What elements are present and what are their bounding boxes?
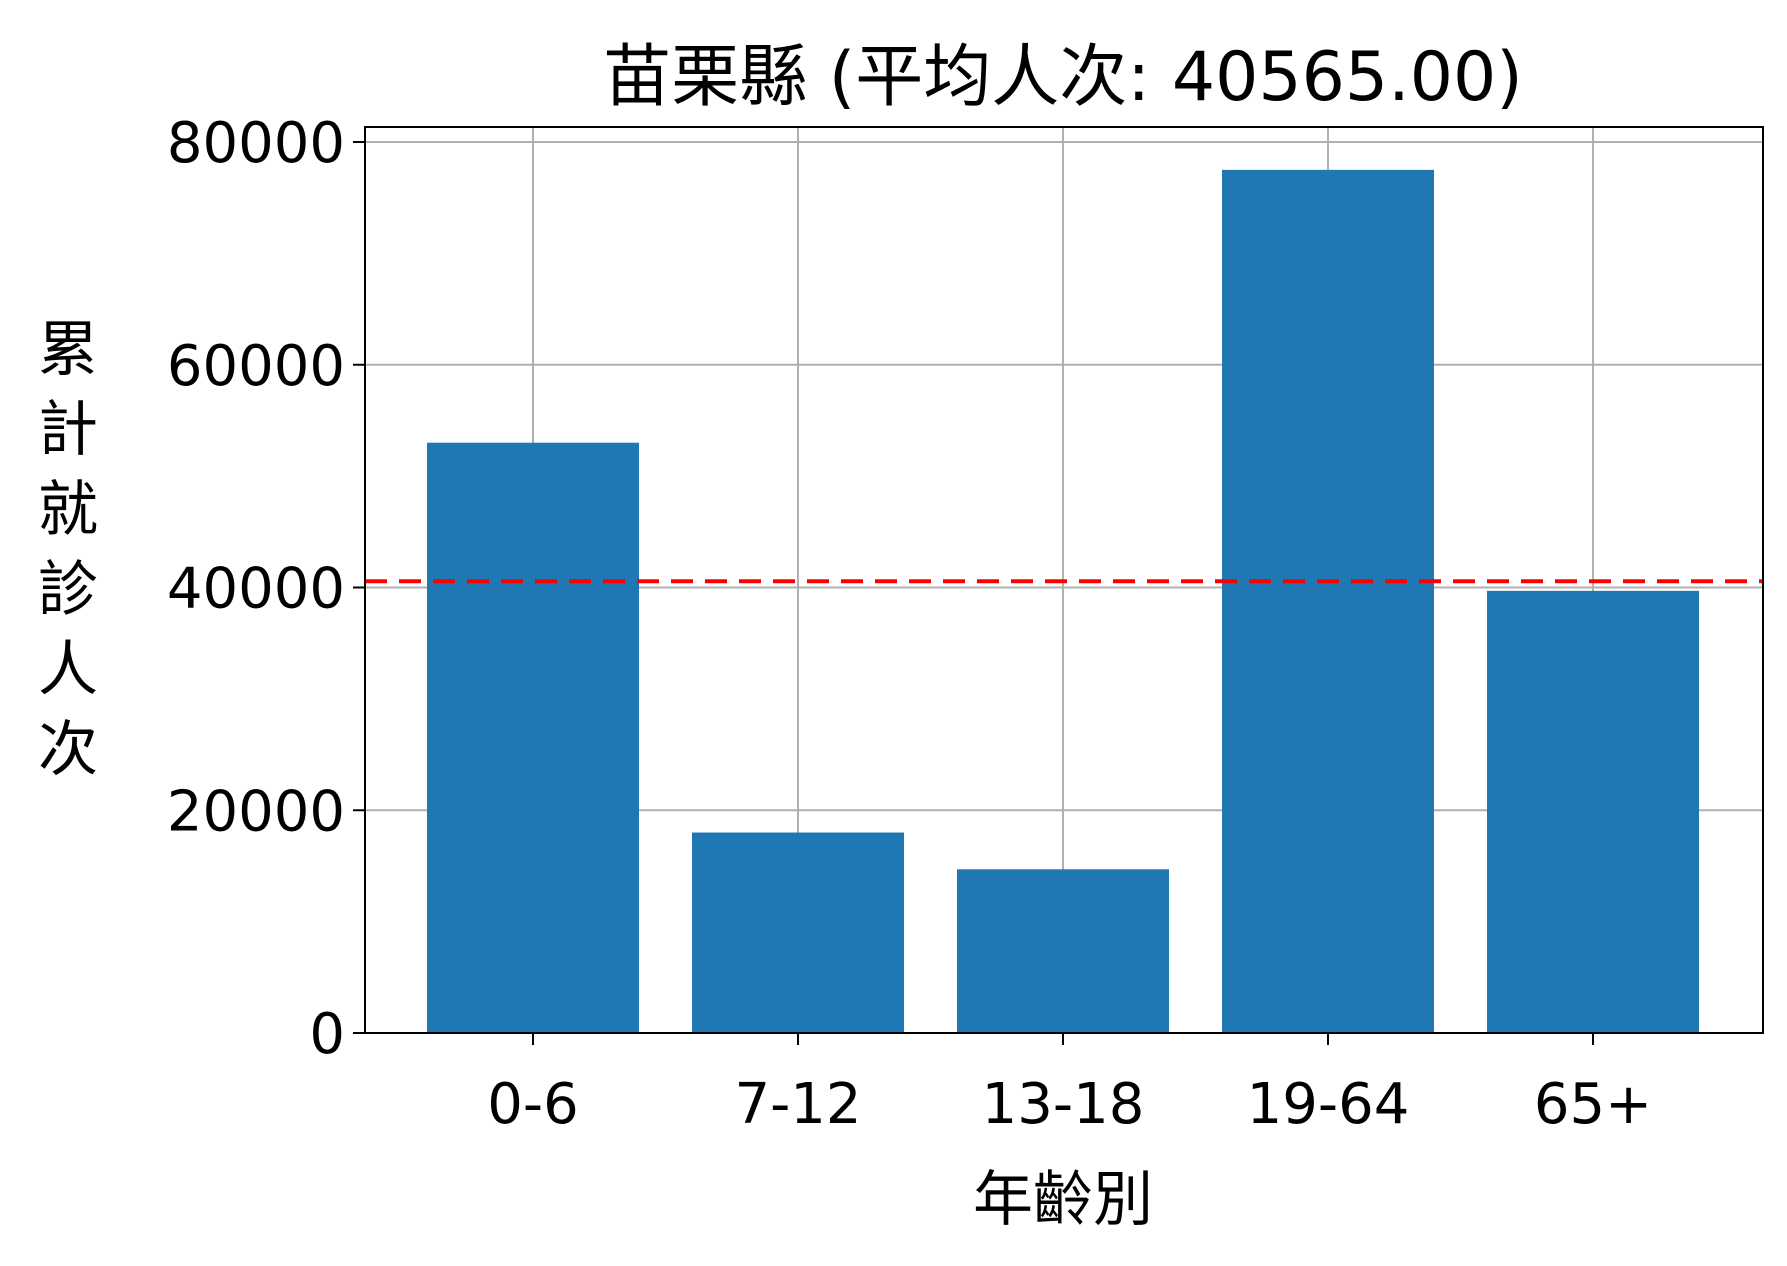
bar-19-64: [1222, 169, 1434, 1033]
bar-13-18: [957, 869, 1169, 1033]
y-axis-title: 累計就診人次: [38, 315, 98, 785]
y-axis: 0 20000 40000 60000 80000: [167, 111, 365, 1067]
x-tick-label: 19-64: [1247, 1072, 1410, 1137]
x-axis-title: 年齡別: [973, 1165, 1153, 1235]
bar-7-12: [692, 832, 904, 1033]
x-tick-label: 7-12: [734, 1072, 861, 1137]
bars: [427, 169, 1699, 1033]
bar-0-6: [427, 442, 639, 1033]
bar-65+: [1487, 590, 1699, 1033]
y-tick-label: 80000: [167, 111, 345, 176]
y-tick-label: 0: [309, 1002, 345, 1067]
x-axis: 0-6 7-12 13-18 19-64 65+: [487, 1033, 1652, 1137]
y-tick-label: 40000: [167, 557, 345, 622]
x-tick-label: 65+: [1534, 1072, 1652, 1137]
chart-title: 苗栗縣 (平均人次: 40565.00): [603, 38, 1523, 117]
y-tick-label: 20000: [167, 779, 345, 844]
y-tick-label: 60000: [167, 334, 345, 399]
x-tick-label: 13-18: [982, 1072, 1145, 1137]
x-tick-label: 0-6: [487, 1072, 578, 1137]
